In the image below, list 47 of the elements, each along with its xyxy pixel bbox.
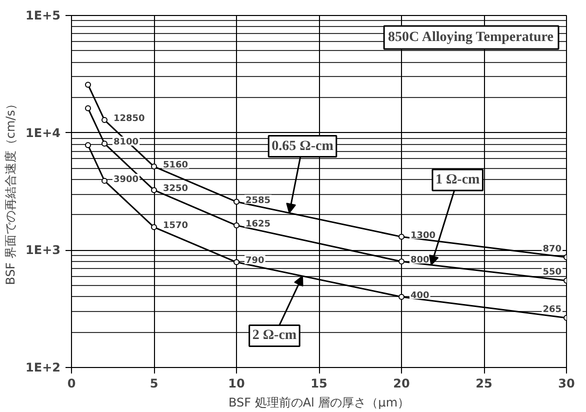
data-label: 265 bbox=[542, 304, 562, 315]
data-label: 790 bbox=[246, 256, 264, 266]
data-label: 550 bbox=[542, 268, 562, 278]
data-label: 400 bbox=[410, 290, 430, 301]
text: 2 Ω-cm bbox=[252, 328, 297, 344]
x-tick-label: 0 bbox=[67, 376, 76, 390]
point bbox=[151, 187, 157, 194]
text: 0.65 Ω-cm bbox=[272, 138, 334, 154]
data-label: 1570 bbox=[163, 221, 188, 232]
point bbox=[398, 294, 404, 300]
point bbox=[85, 82, 91, 88]
point bbox=[151, 164, 157, 170]
data-label: 3250 bbox=[163, 184, 188, 194]
text: 1 Ω-cm bbox=[435, 172, 480, 188]
data-label: 8100 bbox=[114, 138, 139, 148]
point bbox=[234, 222, 240, 228]
y-tick-label: 1E+3 bbox=[26, 243, 60, 258]
x-tick-label: 5 bbox=[150, 376, 158, 390]
point bbox=[102, 178, 108, 184]
data-label: 1625 bbox=[246, 219, 271, 230]
data-label: 2585 bbox=[246, 196, 271, 206]
y-axis-title: BSF 界面での再結合速度（cm/s） bbox=[4, 98, 18, 285]
data-label: 1300 bbox=[410, 230, 436, 241]
point bbox=[234, 198, 240, 205]
point bbox=[102, 140, 108, 147]
point bbox=[234, 259, 240, 266]
point bbox=[85, 105, 91, 112]
data-label: 3900 bbox=[114, 174, 139, 185]
x-tick-label: 10 bbox=[228, 376, 245, 390]
text: 850C Alloying Temperature bbox=[388, 30, 554, 45]
data-label: 800 bbox=[410, 256, 430, 266]
point bbox=[102, 117, 108, 124]
point bbox=[151, 224, 157, 230]
point bbox=[398, 234, 404, 240]
data-label: 12850 bbox=[114, 114, 145, 124]
y-tick-label: 1E+2 bbox=[26, 360, 60, 374]
x-tick-label: 30 bbox=[558, 376, 575, 390]
y-tick-label: 1E+5 bbox=[26, 8, 60, 22]
x-tick-label: 20 bbox=[393, 376, 410, 390]
point bbox=[398, 258, 404, 265]
x-tick-label: 25 bbox=[476, 376, 492, 390]
data-label: 5160 bbox=[163, 160, 188, 171]
x-tick-label: 15 bbox=[310, 376, 328, 390]
y-tick-label: 1E+4 bbox=[26, 126, 60, 140]
point bbox=[85, 142, 91, 148]
data-label: 870 bbox=[542, 244, 562, 254]
x-axis-title: BSF 処理前のAl 層の厚さ（μm） bbox=[228, 396, 410, 410]
